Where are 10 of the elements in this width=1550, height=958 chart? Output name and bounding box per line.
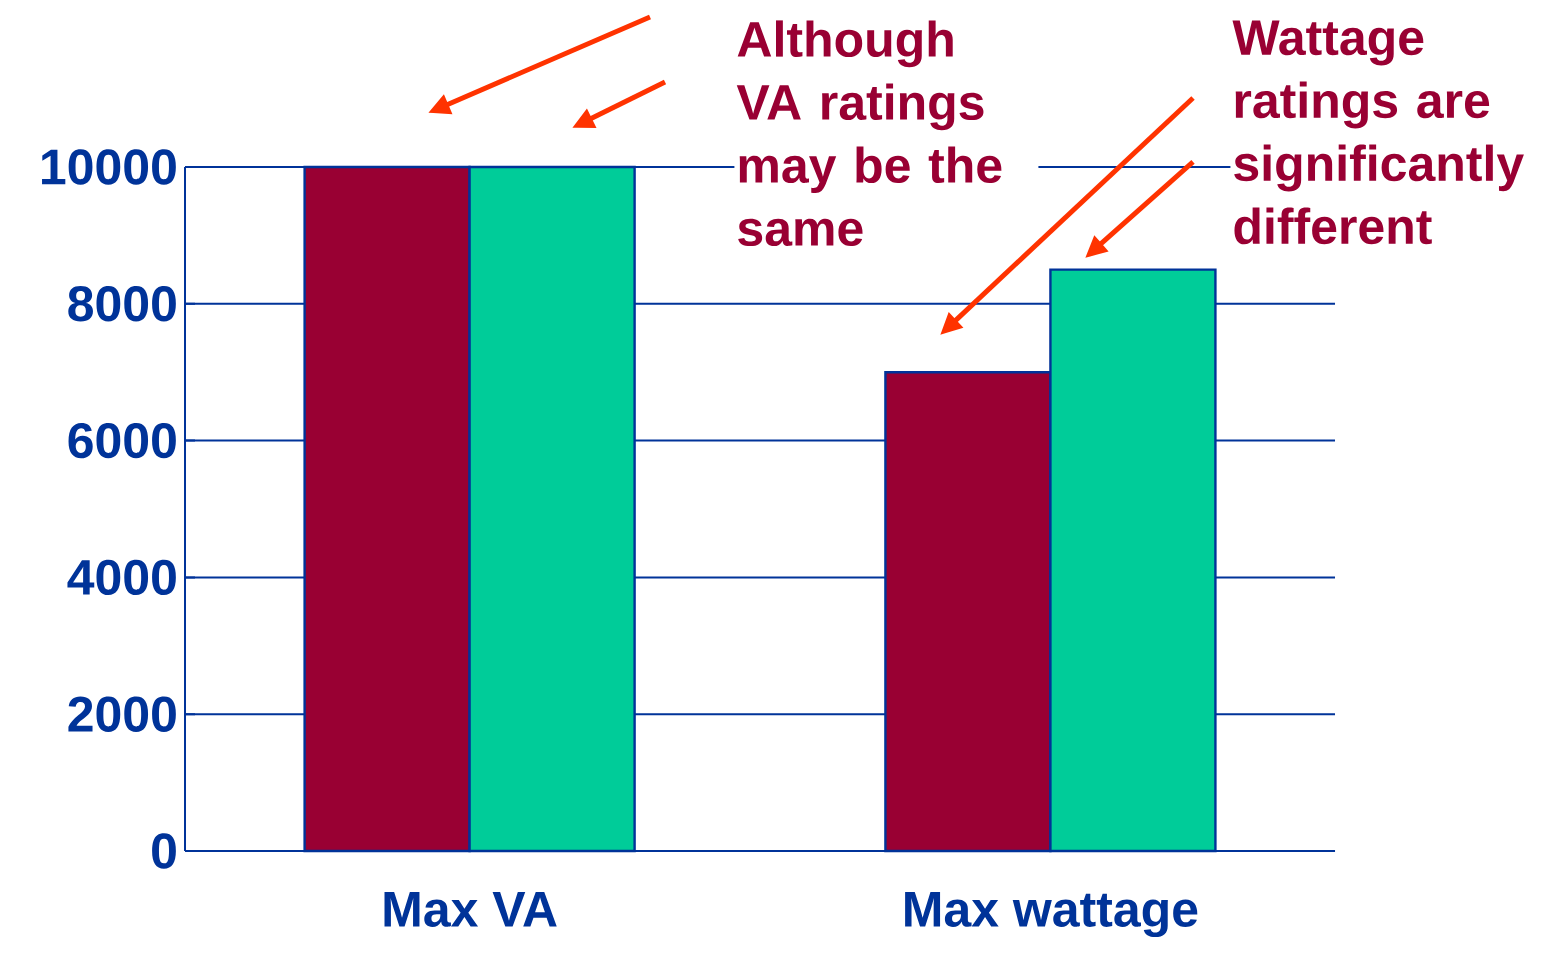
y-tick-label: 2000 [68,696,176,732]
y-tick-label: 8000 [68,286,176,322]
y-tick-label: 10000 [42,149,176,185]
y-tick-label: 4000 [67,559,176,596]
y-tick-label: 0 [152,833,176,869]
x-tick-label: Max VA [384,892,557,927]
x-tick-label: Max wattage [905,892,1198,938]
y-tick-label: 6000 [68,422,176,459]
annotation: Wattage ratings are significantly different [1232,20,1524,245]
annotation: Although VA ratings may be the same [736,20,1002,247]
